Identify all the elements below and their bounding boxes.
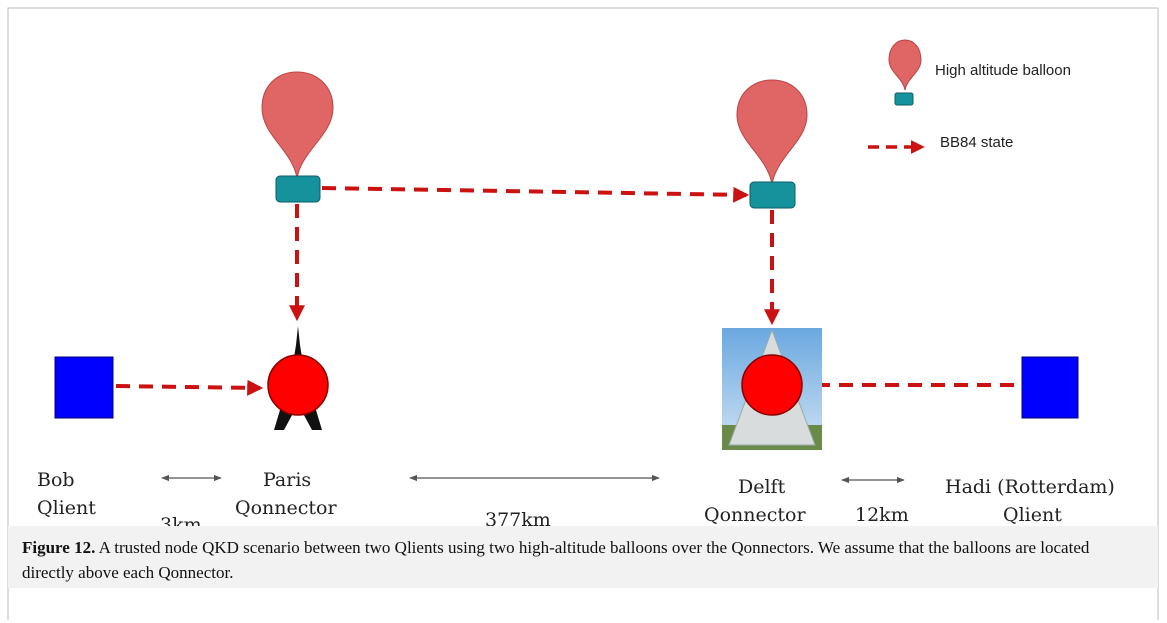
legend-label: High altitude balloon <box>935 62 1071 79</box>
caption-text: A trusted node QKD scenario between two … <box>22 538 1090 582</box>
distance-arrows <box>161 474 905 484</box>
node-label: Qonnector <box>704 504 806 526</box>
node-label: Qonnector <box>235 497 337 519</box>
balloon-2 <box>736 79 808 209</box>
node-label: Bob <box>37 469 75 491</box>
caption: Figure 12. A trusted node QKD scenario b… <box>8 526 1158 588</box>
delft-qonnector <box>722 328 822 450</box>
legend-label: BB84 state <box>940 134 1013 151</box>
bob-qlient <box>54 356 114 419</box>
node-label: Paris <box>263 469 311 491</box>
frame <box>7 7 1159 620</box>
distance-label: 12km <box>855 504 909 526</box>
node-label: Qlient <box>37 497 96 519</box>
balloon-1 <box>261 71 334 203</box>
paris-qonnector <box>267 326 329 430</box>
bb84-links <box>115 186 1014 396</box>
hadi-qlient <box>1021 356 1079 419</box>
caption-label: Figure 12. <box>22 538 96 557</box>
node-label: Qlient <box>1003 504 1062 526</box>
node-label: Delft <box>738 476 786 498</box>
node-label: Hadi (Rotterdam) <box>945 476 1115 498</box>
distance-label: 377km <box>485 509 551 531</box>
legend: High altitude balloon BB84 state <box>868 39 1071 154</box>
